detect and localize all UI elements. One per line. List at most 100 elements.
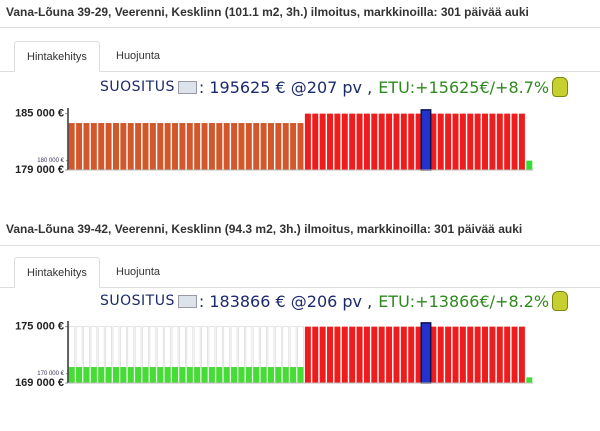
bar: [430, 326, 437, 383]
bar: [68, 367, 75, 383]
bar: [415, 326, 422, 383]
bar: [349, 326, 356, 383]
bar: [452, 113, 459, 170]
bar: [445, 113, 452, 170]
bar: [135, 367, 142, 383]
bar: [349, 113, 356, 170]
bar: [393, 326, 400, 383]
bar: [371, 113, 378, 170]
bar: [127, 123, 134, 170]
bar: [164, 367, 171, 383]
bar: [231, 367, 238, 383]
bar: [275, 367, 282, 383]
recommended-price: : 195625 € @207 pv ,: [198, 77, 373, 97]
reference-label: 170 000 €: [37, 371, 64, 377]
bar: [120, 367, 127, 383]
bar: [482, 113, 489, 170]
bar: [149, 367, 156, 383]
bar: [127, 367, 134, 383]
gain: ETU:+13866€/+8.2%: [378, 291, 550, 311]
bar: [526, 160, 533, 170]
search-icon[interactable]: [177, 80, 197, 94]
bar: [445, 326, 452, 383]
bar: [511, 326, 518, 383]
bar: [467, 326, 474, 383]
bar: [297, 367, 304, 383]
bar: [393, 113, 400, 170]
chart: 175 000 € 169 000 €170 000 €: [15, 321, 533, 389]
tab[interactable]: Hintakehitys: [14, 41, 100, 72]
bar: [112, 123, 119, 170]
recommended-price: : 183866 € @206 pv ,: [198, 291, 373, 311]
money-icon: [552, 77, 569, 97]
bar: [489, 113, 496, 170]
bar: [245, 367, 252, 383]
bar: [223, 367, 230, 383]
y-tick-label: 179 000 €: [15, 164, 64, 176]
bar: [223, 123, 230, 170]
bar: [518, 113, 525, 170]
bar: [489, 326, 496, 383]
bar: [105, 367, 112, 383]
bar: [304, 326, 311, 383]
bar: [172, 367, 179, 383]
tab[interactable]: Huojunta: [116, 266, 161, 278]
bar: [467, 113, 474, 170]
bar: [267, 123, 274, 170]
bar: [304, 113, 311, 170]
bar: [90, 367, 97, 383]
bar: [231, 123, 238, 170]
bar: [334, 326, 341, 383]
bar: [105, 123, 112, 170]
money-icon: [552, 291, 569, 311]
bar: [386, 326, 393, 383]
bar: [260, 367, 267, 383]
bar: [415, 113, 422, 170]
bar: [341, 113, 348, 170]
tab-bar-line: [0, 71, 600, 72]
reference-label: 180 000 €: [37, 158, 64, 164]
bar: [297, 123, 304, 170]
bar: [363, 113, 370, 170]
bar: [282, 123, 289, 170]
tab[interactable]: Huojunta: [116, 50, 161, 62]
bar: [83, 367, 90, 383]
bar: [76, 367, 83, 383]
search-icon[interactable]: [177, 294, 197, 308]
bar: [327, 113, 334, 170]
bar: [157, 123, 164, 170]
bar: [282, 367, 289, 383]
bar: [157, 367, 164, 383]
tab[interactable]: Hintakehitys: [14, 257, 100, 288]
bar: [83, 123, 90, 170]
bar: [164, 123, 171, 170]
bar: [90, 123, 97, 170]
bar: [238, 367, 245, 383]
listing-title: Vana-Lõuna 39-42, Veerenni, Kesklinn (94…: [6, 222, 523, 236]
bar: [400, 113, 407, 170]
bar: [319, 113, 326, 170]
bar: [378, 113, 385, 170]
bar: [356, 326, 363, 383]
recommendation: SUOSITUS : 183866 € @206 pv , ETU:+13866…: [100, 289, 569, 313]
bar: [253, 367, 260, 383]
bar: [179, 367, 186, 383]
bar: [437, 113, 444, 170]
bar: [135, 123, 142, 170]
recommendation: SUOSITUS : 195625 € @207 pv , ETU:+15625…: [100, 75, 569, 99]
chart: 185 000 € 179 000 €180 000 €: [15, 108, 533, 176]
bar: [504, 326, 511, 383]
bar: [363, 326, 370, 383]
y-tick-label: 185 000 €: [15, 108, 64, 120]
bar: [142, 367, 149, 383]
bar: [208, 123, 215, 170]
bar: [341, 326, 348, 383]
bar: [194, 367, 201, 383]
bar: [496, 113, 503, 170]
bar: [186, 367, 193, 383]
bar: [76, 123, 83, 170]
y-tick-label: 169 000 €: [15, 377, 64, 389]
tab-bar-line: [0, 287, 600, 288]
bar: [459, 326, 466, 383]
bar: [437, 326, 444, 383]
